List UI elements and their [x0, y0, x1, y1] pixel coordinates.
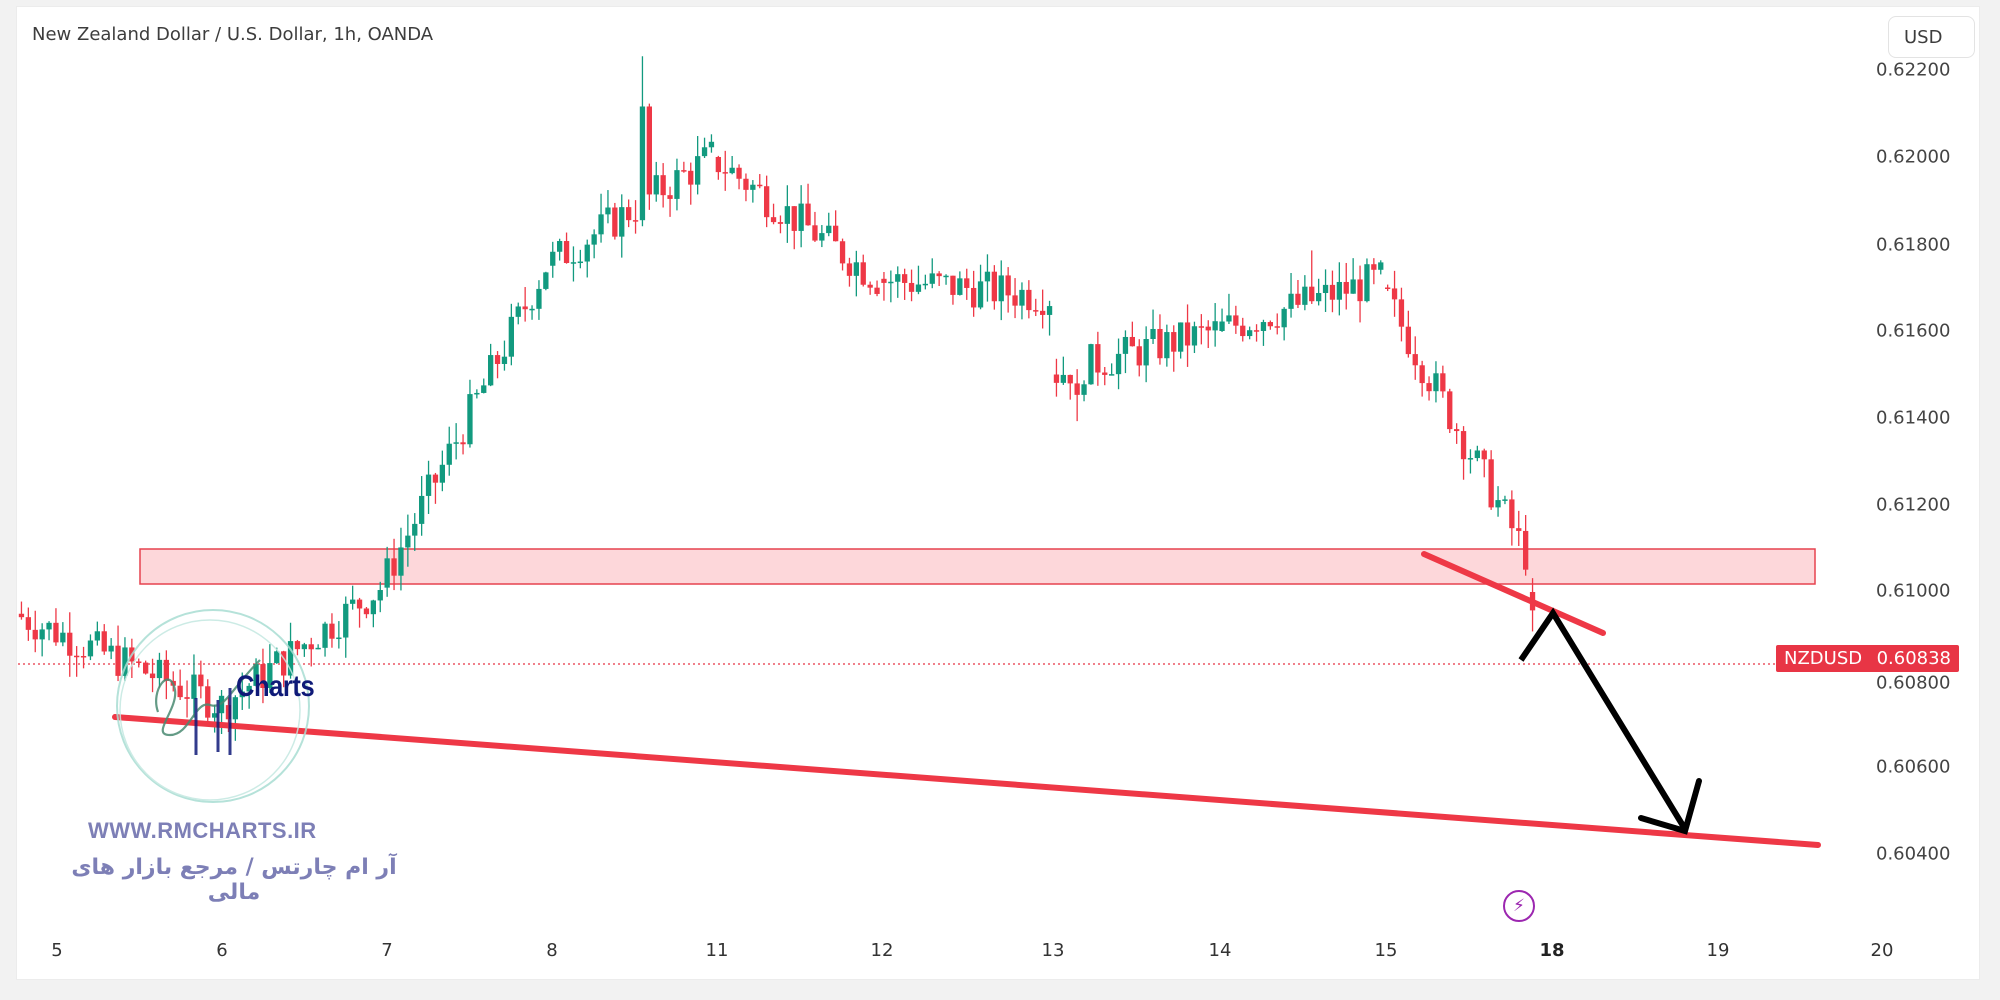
time-axis-label: 6 [216, 940, 228, 961]
candlesticks [18, 56, 1536, 741]
chart-frame[interactable]: New Zealand Dollar / U.S. Dollar, 1h, OA… [16, 6, 1980, 980]
time-axis-label: 7 [381, 940, 393, 961]
time-axis-label: 12 [870, 940, 894, 961]
price-axis-label: 0.60400 [1876, 843, 1951, 865]
watermark-brand: Charts [236, 670, 315, 703]
watermark-url: WWW.RMCHARTS.IR [88, 818, 317, 843]
price-axis-label: 0.60800 [1876, 672, 1951, 694]
resistance-zone[interactable] [139, 548, 1816, 585]
last-price-tag: NZDUSD 0.60838 [1776, 645, 1959, 672]
price-tag-value: 0.60838 [1876, 648, 1951, 669]
price-axis-label: 0.61800 [1876, 234, 1951, 256]
flash-icon[interactable]: ⚡ [1503, 890, 1535, 922]
currency-button[interactable]: USD [1888, 16, 1975, 58]
time-axis-label: 5 [51, 940, 63, 961]
time-axis-label: 19 [1706, 940, 1730, 961]
price-axis-label: 0.61000 [1876, 580, 1951, 602]
time-axis-label: 20 [1870, 940, 1894, 961]
time-axis-label: 11 [705, 940, 729, 961]
watermark-logo-icon [116, 609, 310, 803]
support-trendline[interactable] [112, 714, 1821, 848]
price-axis-label: 0.61600 [1876, 320, 1951, 342]
resistance-trendline[interactable] [1421, 551, 1606, 636]
time-axis-label: 15 [1374, 940, 1398, 961]
watermark-tagline: آر ام چارتس / مرجع بازار های مالی [71, 855, 397, 905]
chart-title: New Zealand Dollar / U.S. Dollar, 1h, OA… [32, 24, 434, 45]
time-axis-label: 13 [1041, 940, 1065, 961]
price-axis-label: 0.61200 [1876, 494, 1951, 516]
price-axis-label: 0.60600 [1876, 756, 1951, 778]
price-axis-label: 0.62200 [1876, 59, 1951, 81]
price-axis-label: 0.61400 [1876, 407, 1951, 429]
price-axis-label: 0.62000 [1876, 146, 1951, 168]
arrow-head-icon [1638, 778, 1702, 835]
price-tag-symbol: NZDUSD [1784, 648, 1863, 669]
projection-arrow[interactable] [1518, 607, 1688, 831]
time-axis-label: 18 [1539, 940, 1565, 961]
time-axis-label: 8 [546, 940, 558, 961]
time-axis-label: 14 [1208, 940, 1232, 961]
